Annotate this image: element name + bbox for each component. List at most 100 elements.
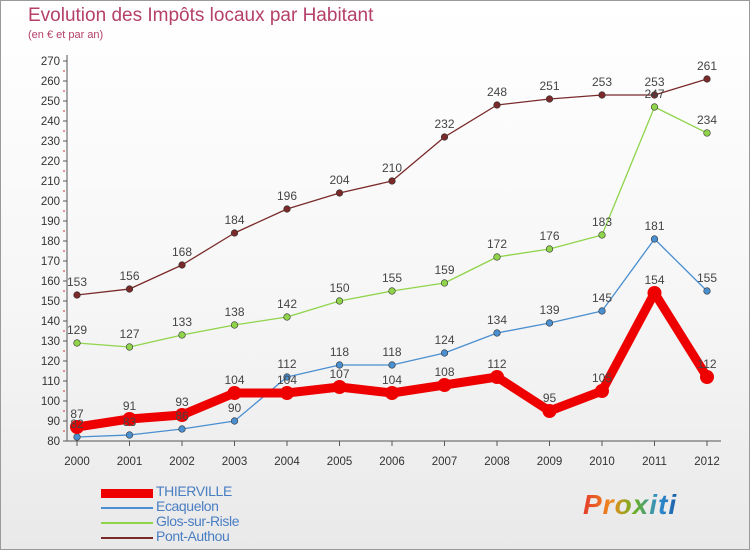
data-label: 118: [382, 345, 401, 359]
data-label: 196: [277, 189, 297, 203]
data-label: 112: [487, 357, 506, 371]
x-tick-label: 2000: [64, 456, 90, 468]
data-label: 251: [539, 79, 559, 93]
data-point: [335, 189, 344, 197]
y-tick-label: 120: [41, 356, 60, 368]
data-point: [703, 129, 711, 137]
data-point: [178, 261, 186, 269]
data-label: 234: [697, 113, 717, 127]
data-point: [280, 386, 294, 400]
data-point: [230, 417, 239, 425]
data-point: [542, 404, 557, 418]
y-tick-label: 160: [41, 276, 60, 288]
data-label: 145: [592, 291, 612, 305]
legend-label: Glos-sur-Risle: [156, 513, 240, 529]
y-tick-label: 200: [41, 196, 60, 208]
data-label: 181: [644, 219, 664, 233]
data-label: 104: [224, 373, 244, 387]
data-point: [650, 235, 659, 243]
data-label: 134: [487, 313, 507, 327]
data-label: 133: [172, 315, 192, 329]
data-label: 118: [330, 345, 349, 359]
data-label: 204: [329, 173, 349, 187]
x-tick-label: 2006: [379, 456, 405, 468]
x-tick-label: 2004: [274, 456, 300, 468]
data-label: 253: [644, 75, 664, 89]
data-label: 154: [644, 273, 664, 287]
data-label: 104: [277, 373, 297, 387]
data-label: 139: [539, 303, 559, 317]
data-point: [703, 75, 711, 83]
data-label: 156: [119, 269, 139, 283]
legend-label: Pont-Authou: [156, 528, 230, 544]
data-label: 138: [224, 305, 244, 319]
data-point: [598, 91, 606, 99]
data-label: 104: [382, 373, 402, 387]
data-point: [598, 231, 606, 239]
data-label: 86: [175, 409, 189, 423]
x-tick-label: 2012: [694, 456, 720, 468]
series-line-pont-authou: [76, 78, 708, 296]
data-point: [73, 433, 81, 441]
y-tick-label: 260: [41, 76, 60, 88]
legend-swatch: [101, 489, 153, 498]
data-point: [493, 253, 501, 261]
data-point: [283, 313, 291, 321]
data-label: 112: [697, 357, 716, 371]
y-tick-label: 220: [41, 156, 60, 168]
data-point: [73, 339, 81, 347]
series-lines: [70, 75, 714, 441]
data-point: [493, 101, 501, 109]
data-point: [598, 307, 606, 315]
data-label: 153: [67, 275, 87, 289]
y-tick-label: 250: [41, 96, 60, 108]
data-point: [490, 370, 504, 384]
data-label: 95: [543, 391, 557, 405]
data-point: [388, 177, 396, 185]
data-point: [437, 378, 452, 392]
legend-swatch: [101, 522, 153, 524]
data-point: [545, 95, 554, 103]
data-point: [335, 297, 344, 305]
data-point: [335, 361, 344, 369]
data-label: 150: [329, 281, 349, 295]
data-label: 93: [175, 395, 189, 409]
data-point: [440, 133, 449, 141]
data-point: [125, 285, 134, 293]
data-point: [703, 287, 711, 295]
data-label: 261: [697, 59, 717, 73]
data-point: [388, 287, 396, 295]
legend-swatch: [101, 507, 153, 509]
data-labels: 87 91 93 104 104 107 104 108 112 95 105 154 112 82 83 8…: [67, 59, 717, 431]
y-tick-label: 240: [41, 116, 60, 128]
data-label: 82: [70, 417, 84, 431]
series-line-glos-sur-risle: [76, 106, 708, 348]
y-tick-label: 170: [41, 256, 60, 268]
data-point: [385, 386, 399, 400]
x-tick-label: 2010: [589, 456, 615, 468]
data-label: 159: [434, 263, 454, 277]
data-point: [230, 321, 239, 329]
data-point: [647, 286, 662, 300]
data-point: [440, 349, 449, 357]
data-point: [227, 386, 242, 400]
x-tick-label: 2008: [484, 456, 510, 468]
data-point: [595, 384, 609, 398]
y-tick-label: 190: [41, 216, 60, 228]
chart-subtitle: (en € et par an): [28, 29, 104, 41]
y-tick-label: 270: [41, 56, 60, 68]
data-point: [125, 431, 134, 439]
x-tick-label: 2003: [222, 456, 248, 468]
data-label: 184: [224, 213, 244, 227]
data-label: 112: [277, 357, 296, 371]
data-label: 87: [70, 407, 84, 421]
data-label: 210: [382, 161, 402, 175]
y-tick-label: 100: [41, 396, 60, 408]
data-point: [388, 361, 396, 369]
data-label: 90: [228, 401, 242, 415]
x-tick-label: 2007: [432, 456, 458, 468]
chart-title: Evolution des Impôts locaux par Habitant: [28, 5, 374, 26]
data-label: 183: [592, 215, 612, 229]
data-point: [283, 205, 291, 213]
